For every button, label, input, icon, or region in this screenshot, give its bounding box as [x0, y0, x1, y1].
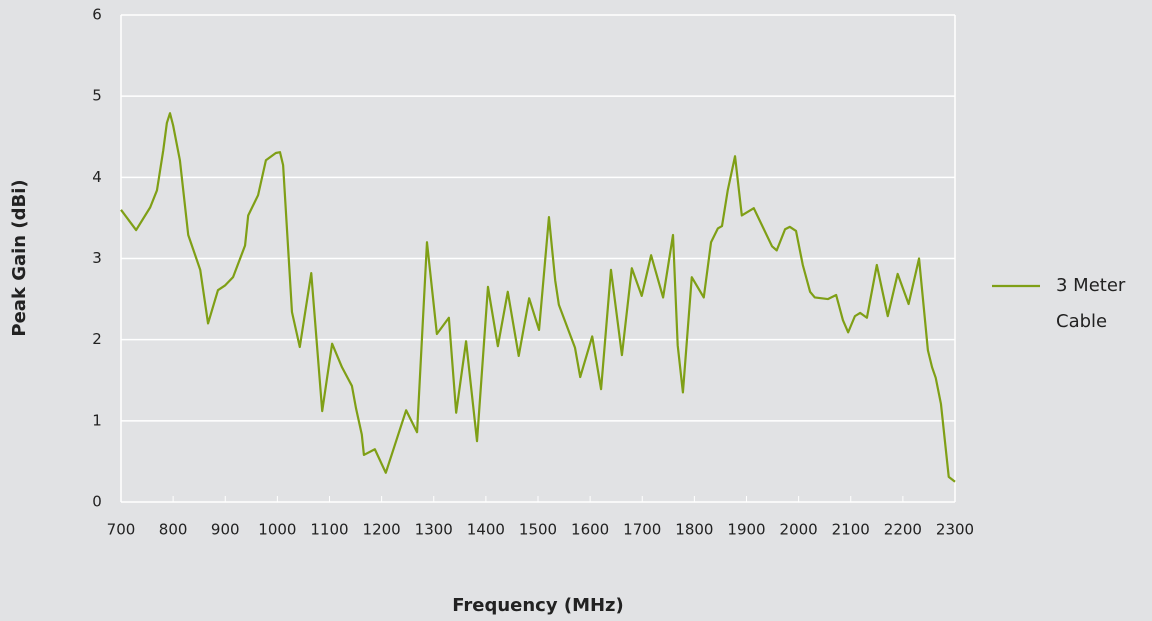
x-tick-label: 2200 — [884, 521, 922, 539]
x-tick-label: 2100 — [832, 521, 870, 539]
y-tick-label: 5 — [92, 87, 102, 105]
y-tick-label: 0 — [92, 493, 102, 511]
y-tick-label: 3 — [92, 249, 102, 267]
x-tick-label: 1100 — [310, 521, 348, 539]
y-axis-label: Peak Gain (dBi) — [9, 179, 30, 336]
y-tick-label: 4 — [92, 168, 102, 186]
data-line — [120, 112, 956, 483]
x-tick-label: 1300 — [415, 521, 453, 539]
y-tick-label: 6 — [92, 6, 102, 24]
x-tick-label: 700 — [107, 521, 136, 539]
x-tick-label: 1700 — [623, 521, 661, 539]
x-tick-label: 1500 — [519, 521, 557, 539]
x-tick-label: 1200 — [363, 521, 401, 539]
x-tick-label: 800 — [159, 521, 188, 539]
x-tick-label: 1900 — [727, 521, 765, 539]
y-tick-label: 2 — [92, 330, 102, 348]
x-axis-label: Frequency (MHz) — [452, 595, 624, 616]
x-tick-label: 900 — [211, 521, 240, 539]
x-tick-label: 1600 — [571, 521, 609, 539]
x-tick-label: 1400 — [467, 521, 505, 539]
y-tick-label: 1 — [92, 411, 102, 429]
legend-label: 3 Meter Cable — [1056, 275, 1126, 332]
x-tick-label: 2000 — [780, 521, 818, 539]
x-tick-label: 2300 — [936, 521, 974, 539]
x-tick-label: 1800 — [675, 521, 713, 539]
x-tick-label: 1000 — [258, 521, 296, 539]
